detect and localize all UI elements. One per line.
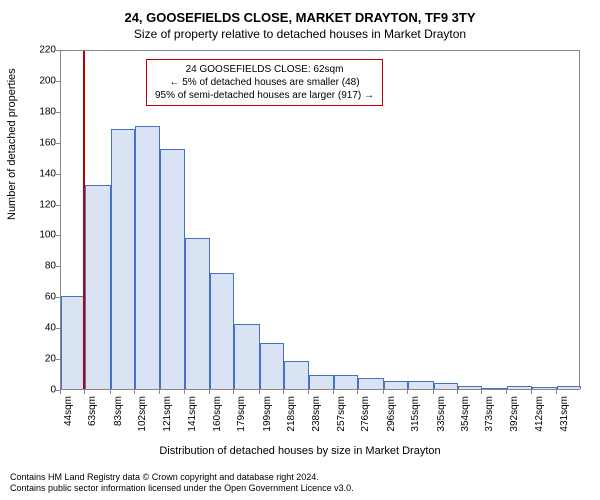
footer-line: Contains HM Land Registry data © Crown c… <box>10 472 354 483</box>
x-tick-label: 373sqm <box>484 396 495 432</box>
y-tick-label: 120 <box>39 199 56 210</box>
annotation-box: 24 GOOSEFIELDS CLOSE: 62sqm ← 5% of deta… <box>146 59 383 106</box>
x-tick-label: 431sqm <box>559 396 570 432</box>
x-tick-mark <box>433 390 434 394</box>
histogram-bar <box>309 375 333 389</box>
x-tick-label: 257sqm <box>336 396 347 432</box>
y-tick-label: 40 <box>45 323 56 334</box>
x-tick-label: 160sqm <box>212 396 223 432</box>
histogram-bar <box>160 149 186 389</box>
x-tick-mark <box>556 390 557 394</box>
histogram-bar <box>532 387 556 389</box>
x-tick-label: 179sqm <box>236 396 247 432</box>
y-ticks: 020406080100120140160180200220 <box>0 50 60 390</box>
histogram-bar <box>334 375 358 389</box>
x-tick-mark <box>481 390 482 394</box>
histogram-bar <box>557 386 581 389</box>
y-tick-label: 200 <box>39 75 56 86</box>
histogram-bar <box>210 273 234 389</box>
x-tick-mark <box>457 390 458 394</box>
y-tick-label: 220 <box>39 45 56 56</box>
y-tick-label: 160 <box>39 137 56 148</box>
x-tick-mark <box>407 390 408 394</box>
x-tick-mark <box>283 390 284 394</box>
x-tick-mark <box>159 390 160 394</box>
histogram-bar <box>234 324 260 389</box>
histogram-bar <box>135 126 159 389</box>
x-tick-label: 392sqm <box>509 396 520 432</box>
x-tick-mark <box>110 390 111 394</box>
x-tick-label: 218sqm <box>286 396 297 432</box>
x-tick-mark <box>259 390 260 394</box>
annotation-line: ← 5% of detached houses are smaller (48) <box>155 76 374 89</box>
y-tick-label: 20 <box>45 354 56 365</box>
y-tick-label: 180 <box>39 106 56 117</box>
x-axis-label: Distribution of detached houses by size … <box>0 445 600 457</box>
x-tick-mark <box>357 390 358 394</box>
x-tick-label: 199sqm <box>262 396 273 432</box>
x-tick-mark <box>60 390 61 394</box>
x-tick-mark <box>233 390 234 394</box>
property-marker-line <box>83 51 85 389</box>
x-tick-label: 276sqm <box>360 396 371 432</box>
x-tick-mark <box>531 390 532 394</box>
histogram-bar <box>384 381 408 389</box>
x-tick-label: 412sqm <box>534 396 545 432</box>
x-tick-mark <box>134 390 135 394</box>
annotation-line: 95% of semi-detached houses are larger (… <box>155 89 374 102</box>
x-tick-label: 335sqm <box>436 396 447 432</box>
x-tick-label: 296sqm <box>386 396 397 432</box>
histogram-bar <box>284 361 310 389</box>
x-tick-mark <box>383 390 384 394</box>
y-tick-label: 80 <box>45 261 56 272</box>
x-tick-mark <box>333 390 334 394</box>
footer-line: Contains public sector information licen… <box>10 483 354 494</box>
x-tick-label: 121sqm <box>162 396 173 432</box>
histogram-bar <box>408 381 434 389</box>
x-tick-label: 315sqm <box>410 396 421 432</box>
x-tick-label: 44sqm <box>63 396 74 426</box>
x-tick-label: 102sqm <box>137 396 148 432</box>
x-tick-label: 141sqm <box>187 396 198 432</box>
title-sub: Size of property relative to detached ho… <box>0 25 600 41</box>
x-tick-mark <box>506 390 507 394</box>
x-ticks: 44sqm 63sqm 83sqm 102sqm 121sqm 141sqm 160sqm 1… <box>60 390 580 450</box>
histogram-bar <box>358 378 384 389</box>
y-tick-label: 140 <box>39 168 56 179</box>
x-tick-mark <box>84 390 85 394</box>
histogram-bar <box>111 129 135 389</box>
histogram-bar <box>260 343 284 389</box>
histogram-bar <box>482 388 506 389</box>
histogram-bar <box>434 383 458 389</box>
title-main: 24, GOOSEFIELDS CLOSE, MARKET DRAYTON, T… <box>0 0 600 25</box>
x-tick-label: 83sqm <box>113 396 124 426</box>
histogram-bar <box>185 238 209 389</box>
x-tick-mark <box>308 390 309 394</box>
histogram-bar <box>61 296 85 389</box>
y-tick-label: 100 <box>39 230 56 241</box>
chart-plot-area: 24 GOOSEFIELDS CLOSE: 62sqm ← 5% of deta… <box>60 50 580 390</box>
x-tick-mark <box>209 390 210 394</box>
footer-attribution: Contains HM Land Registry data © Crown c… <box>10 472 354 494</box>
x-tick-mark <box>184 390 185 394</box>
histogram-bar <box>458 386 482 389</box>
annotation-line: 24 GOOSEFIELDS CLOSE: 62sqm <box>155 63 374 76</box>
x-tick-label: 63sqm <box>87 396 98 426</box>
histogram-bar <box>85 185 111 389</box>
histogram-bar <box>507 386 533 389</box>
x-tick-label: 238sqm <box>311 396 322 432</box>
x-tick-label: 354sqm <box>460 396 471 432</box>
y-tick-label: 60 <box>45 292 56 303</box>
